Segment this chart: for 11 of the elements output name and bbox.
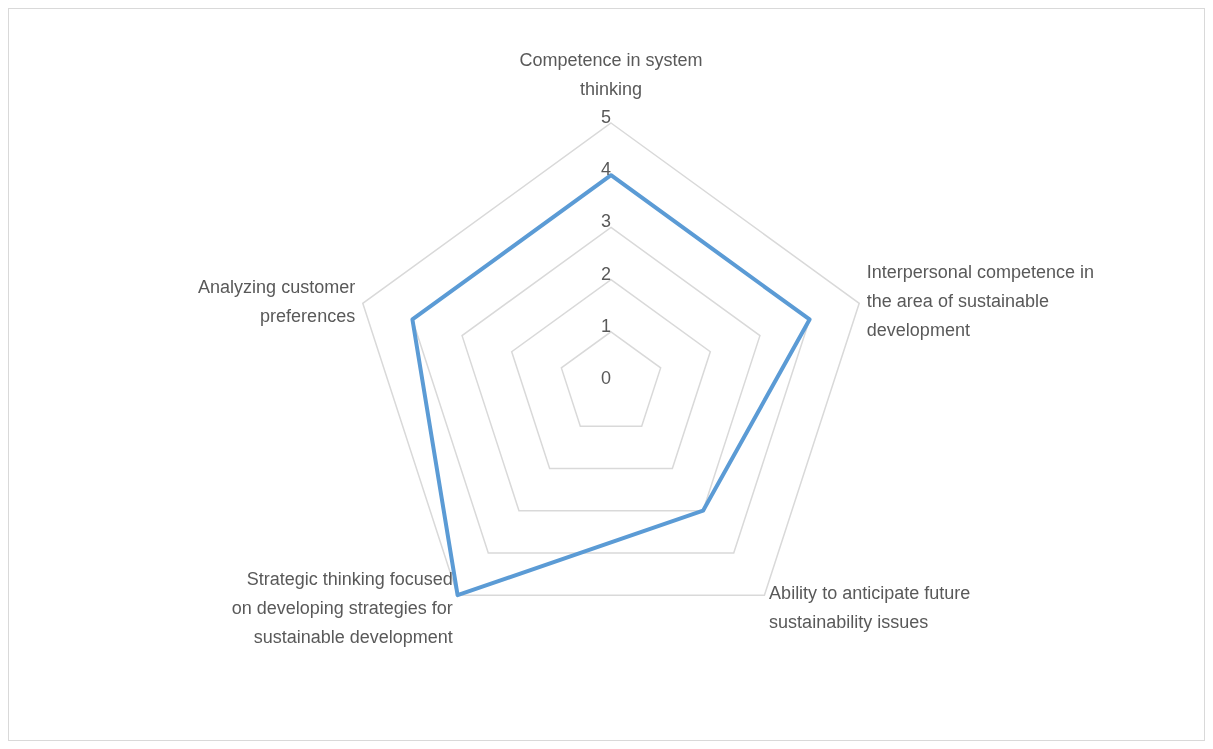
y-tick-label: 5 — [600, 107, 611, 127]
spoke-label: Competence in system thinking — [519, 50, 703, 100]
y-tick-label: 2 — [600, 263, 611, 284]
y-tick-label: 3 — [600, 211, 611, 232]
spoke-label: Analyzing customer preferences — [198, 276, 356, 326]
spoke-label: Ability to anticipate future sustainability issues — [769, 583, 971, 633]
y-tick-label: 4 — [600, 159, 611, 180]
spoke-label: Interpersonal competence in the area of sustainable development — [866, 262, 1094, 341]
y-tick-label: 1 — [600, 315, 611, 336]
spoke-label: Strategic thinking focused on developing strategies for sustainable development — [231, 568, 453, 647]
y-tick-label: 0 — [600, 368, 611, 388]
